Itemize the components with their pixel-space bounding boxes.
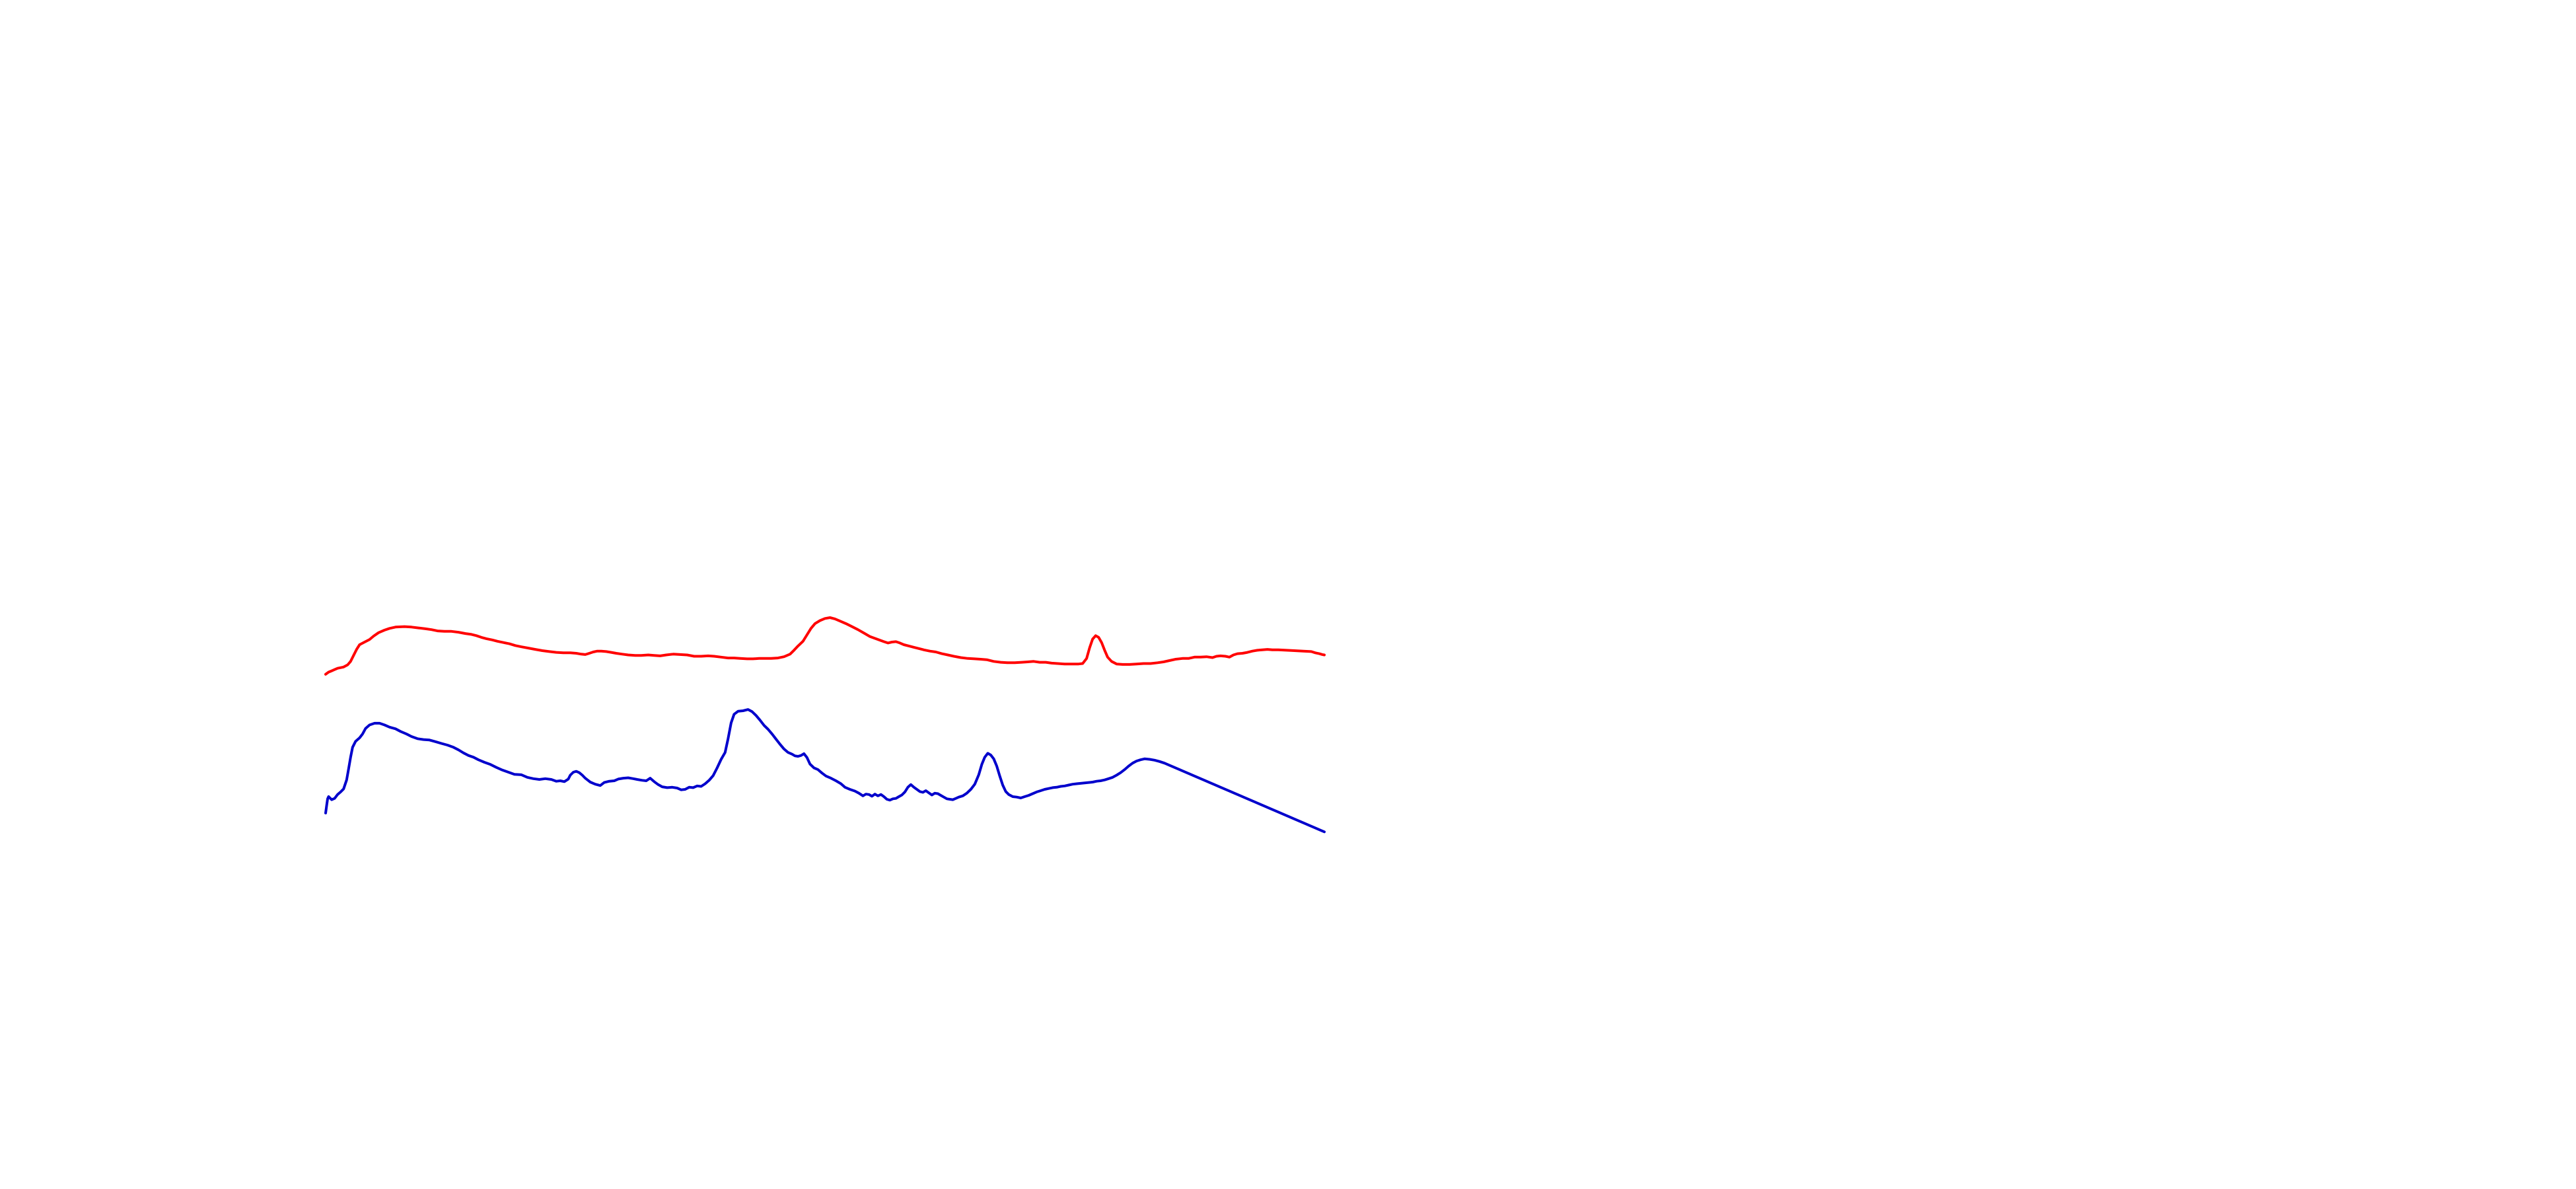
series-line-2 — [324, 708, 1326, 834]
series-line-1 — [324, 616, 1326, 676]
series-layer — [324, 616, 1326, 834]
